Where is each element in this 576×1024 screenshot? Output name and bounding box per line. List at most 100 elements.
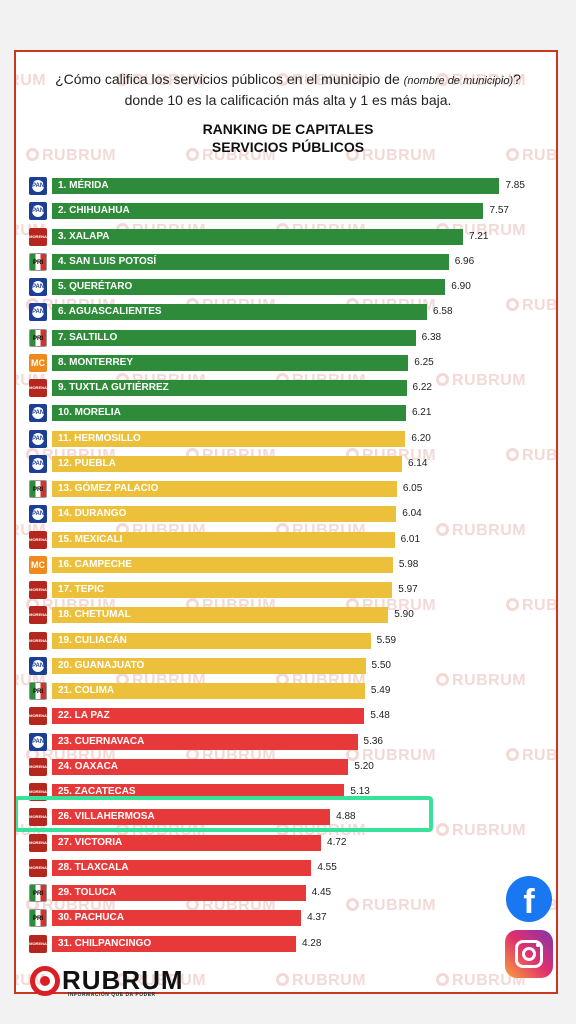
watermark: RUBRUM [436,372,526,390]
bar-value-label: 5.50 [371,659,391,671]
bar [52,380,407,396]
watermark: RUBRUM [506,597,556,615]
bar [52,354,409,371]
party-logo-icon: MORENA [29,227,47,246]
party-logo-text: PAN [32,659,44,672]
party-logo-icon: PAN [29,505,47,524]
instagram-icon[interactable] [505,930,553,978]
brand-tagline: INFORMACIÓN QUE DA PODER [68,992,156,998]
bar-label: 25. ZACATECAS [58,786,136,797]
instagram-ring [515,940,543,968]
bar-label: 16. CAMPECHE [58,558,132,570]
bar-label: 26. VILLAHERMOSA [58,811,155,823]
watermark: RUBRUM [436,522,526,540]
bar-label: 6. AGUASCALIENTES [58,306,162,318]
bar-value-label: 7.85 [505,180,525,191]
bar [52,304,428,321]
bar-label: 28. TLAXCALA [58,861,129,873]
party-logo-text: MC [31,559,45,570]
party-logo-text: MORENA [29,587,47,592]
bar [52,834,322,851]
bar-value-label: 5.36 [363,735,383,747]
bar-label: 3. XALAPA [58,230,110,242]
party-logo-text: MORENA [29,839,47,845]
bar [52,228,463,245]
bar-label: 18. CHETUMAL [58,609,131,621]
party-logo-text: PAN [32,508,44,521]
facebook-icon[interactable]: f [506,876,552,922]
party-logo-icon: PAN [29,303,47,322]
ranking-card: RUBRUM RUBRUM RUBRUM RUBRUM RUBRUM RUBRUM RUBR… [14,50,558,994]
bar [52,329,416,346]
watermark: RUBRUM [276,972,366,990]
party-logo-text: MORENA [29,536,47,542]
party-logo-icon: PAN [29,278,47,296]
party-logo-text: PAN [32,432,44,445]
bar-label: 7. SALTILLO [58,331,118,343]
bar-value-label: 5.97 [398,584,418,595]
party-logo-icon: MORENA [29,808,47,827]
bar [52,405,406,422]
party-logo-text: MORENA [29,940,47,946]
party-logo-text: PRI [32,335,43,342]
bar-value-label: 5.59 [376,634,397,646]
bar-value-label: 4.28 [301,937,322,949]
instagram-dot [536,943,540,947]
party-logo-icon: PAN [29,202,47,221]
bar-value-label: 4.37 [307,912,327,924]
bar-label: 19. CULIACÁN [58,634,127,646]
chart-title: RANKING DE CAPITALES SERVICIOS PÚBLICOS [16,120,556,156]
watermark: RUBRUM [436,672,526,690]
brand-name: RUBRUM [62,965,184,995]
chart-title-line1: RANKING DE CAPITALES [202,121,374,137]
party-logo-text: MORENA [29,612,47,618]
bar-value-label: 6.38 [421,331,442,343]
bar [52,203,484,220]
party-logo-icon: MORENA [29,631,47,650]
bar-label: 30. PACHUCA [58,912,124,924]
bar-label: 4. SAN LUIS POTOSÍ [58,255,157,267]
bar-value-label: 4.72 [327,836,347,848]
question-italic: (nombre de municipio) [403,75,514,87]
bar-value-label: 6.04 [402,508,422,520]
party-logo-text: MORENA [29,385,47,390]
party-logo-text: PAN [32,180,44,192]
watermark: RUBRUM [436,822,526,840]
party-logo-text: PRI [32,689,43,695]
bar [52,657,366,674]
bar-label: 29. TOLUCA [58,887,117,898]
party-logo-text: PRI [32,487,43,493]
bar [52,178,500,194]
party-logo-icon: PRI [29,909,47,928]
bar [52,683,365,699]
party-logo-icon: MORENA [29,379,47,397]
bar [52,556,393,573]
bar [52,430,406,447]
bar-value-label: 6.90 [451,281,471,292]
party-logo-text: MORENA [29,713,47,719]
party-logo-icon: PAN [29,429,47,448]
party-logo-icon: PRI [29,884,47,902]
bar-value-label: 6.01 [400,533,421,545]
bar-value-label: 7.21 [468,230,489,242]
party-logo-icon: PRI [29,252,47,271]
bar-value-label: 5.20 [354,760,374,772]
bar-value-label: 6.22 [412,382,432,393]
party-logo-text: MC [31,357,45,368]
bar-value-label: 6.14 [407,457,428,469]
bar-label: 14. DURANGO [58,508,127,520]
bar [52,455,402,472]
bar [52,708,365,725]
bar-label: 23. CUERNAVACA [58,735,145,747]
party-logo-text: MORENA [29,814,47,820]
party-logo-text: MORENA [29,233,47,239]
bar [52,935,296,952]
bar-value-label: 6.96 [454,255,475,267]
party-logo-text: PRI [32,891,43,897]
party-logo-icon: PRI [29,328,47,347]
bar [52,758,349,775]
bar [52,582,393,598]
bar-value-label: 6.58 [433,306,453,318]
bar [52,607,389,624]
instagram-lens [522,947,536,961]
